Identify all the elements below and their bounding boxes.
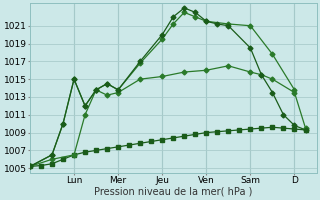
X-axis label: Pression niveau de la mer( hPa ): Pression niveau de la mer( hPa ): [94, 187, 252, 197]
